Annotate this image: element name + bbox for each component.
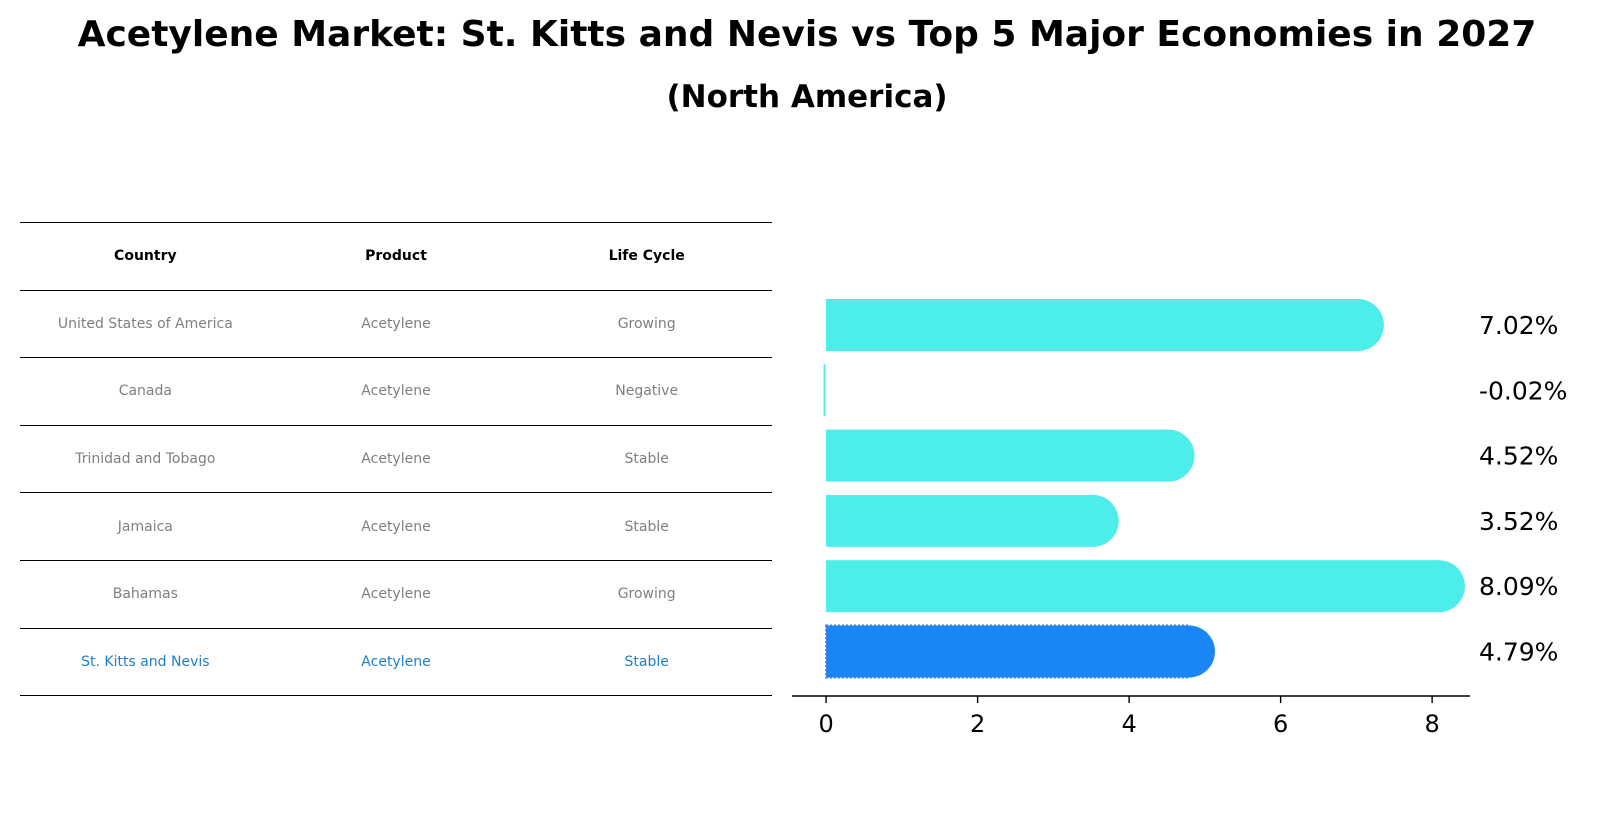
- table-rule: [20, 357, 772, 359]
- life-cycle-cell: Stable: [624, 451, 669, 468]
- life-cycle-cell: Growing: [617, 315, 676, 332]
- life-cycle-cell: Growing: [617, 586, 676, 603]
- bar-cap: [1412, 560, 1465, 613]
- table-header-row: Country Product Life Cycle: [20, 223, 772, 290]
- table-row: Trinidad and Tobago Acetylene Stable: [20, 426, 772, 493]
- table-rule: [20, 424, 772, 426]
- bar-cap: [1331, 299, 1384, 351]
- value-label: 8.09%: [1479, 572, 1558, 601]
- bar-cap: [1162, 625, 1215, 678]
- product-cell: Acetylene: [361, 653, 431, 670]
- bar: [826, 299, 1358, 351]
- x-tick-label: 4: [1121, 710, 1136, 738]
- value-label: 4.79%: [1479, 638, 1558, 667]
- chart-subtitle: (North America): [666, 79, 948, 115]
- x-tick-label: 0: [818, 710, 833, 738]
- country-cell: St. Kitts and Nevis: [81, 653, 210, 670]
- country-cell: United States of America: [57, 315, 233, 332]
- table-row: United States of America Acetylene Growi…: [20, 291, 772, 358]
- x-tick-label: 6: [1273, 710, 1288, 738]
- country-cell: Trinidad and Tobago: [75, 451, 216, 468]
- table-row: Bahamas Acetylene Growing: [20, 561, 772, 628]
- country-cell: Bahamas: [112, 586, 178, 603]
- bar: [826, 429, 1169, 482]
- value-label: 3.52%: [1479, 507, 1558, 536]
- bar: [826, 560, 1439, 613]
- life-cycle-cell: Stable: [624, 518, 669, 535]
- product-cell: Acetylene: [361, 518, 431, 535]
- table-top-rule: [20, 222, 772, 223]
- header-country: Country: [114, 248, 177, 265]
- table-row-highlighted: St. Kitts and Nevis Acetylene Stable: [20, 629, 772, 696]
- value-label: -0.02%: [1479, 376, 1567, 405]
- product-cell: Acetylene: [361, 451, 431, 468]
- table-rule: [20, 627, 772, 629]
- table-rule: [20, 289, 772, 291]
- x-tick-label: 2: [970, 710, 985, 738]
- value-label: 7.02%: [1479, 311, 1558, 340]
- x-tick-label: 8: [1424, 710, 1439, 738]
- product-cell: Acetylene: [361, 383, 431, 400]
- life-cycle-cell: Stable: [624, 653, 669, 670]
- country-cell: Jamaica: [117, 518, 173, 535]
- header-product: Product: [365, 248, 427, 265]
- table-row: Jamaica Acetylene Stable: [20, 493, 772, 560]
- header-life-cycle: Life Cycle: [608, 248, 685, 265]
- bar: [823, 364, 826, 417]
- chart-title: Acetylene Market: St. Kitts and Nevis vs…: [77, 14, 1537, 55]
- table-bottom-rule: [20, 695, 772, 697]
- data-table: Country Product Life Cycle United States…: [20, 222, 772, 697]
- country-cell: Canada: [118, 383, 172, 400]
- bar-cap: [1142, 429, 1195, 482]
- value-label: 4.52%: [1479, 442, 1558, 471]
- bar: [825, 624, 1190, 679]
- product-cell: Acetylene: [361, 315, 431, 332]
- life-cycle-cell: Negative: [615, 383, 679, 400]
- table-rule: [20, 492, 772, 494]
- table-rule: [20, 559, 772, 561]
- bar-cap: [1066, 494, 1119, 547]
- table-row: Canada Acetylene Negative: [20, 358, 772, 425]
- product-cell: Acetylene: [361, 586, 431, 603]
- bar: [826, 494, 1093, 547]
